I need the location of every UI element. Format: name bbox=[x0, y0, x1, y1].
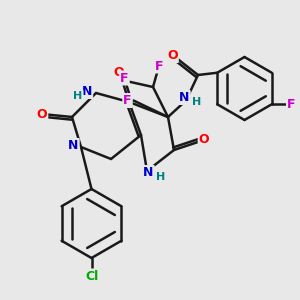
Text: O: O bbox=[199, 133, 209, 146]
Text: F: F bbox=[155, 59, 163, 73]
Text: F: F bbox=[123, 94, 132, 107]
Text: N: N bbox=[179, 91, 190, 104]
Text: Cl: Cl bbox=[85, 269, 98, 283]
Text: N: N bbox=[82, 85, 92, 98]
Text: H: H bbox=[74, 91, 82, 101]
Text: F: F bbox=[120, 71, 129, 85]
Text: H: H bbox=[156, 172, 165, 182]
Text: O: O bbox=[113, 65, 124, 79]
Text: N: N bbox=[143, 166, 154, 179]
Text: N: N bbox=[68, 139, 79, 152]
Text: O: O bbox=[37, 107, 47, 121]
Text: H: H bbox=[192, 97, 201, 107]
Text: F: F bbox=[287, 98, 296, 111]
Text: O: O bbox=[167, 49, 178, 62]
